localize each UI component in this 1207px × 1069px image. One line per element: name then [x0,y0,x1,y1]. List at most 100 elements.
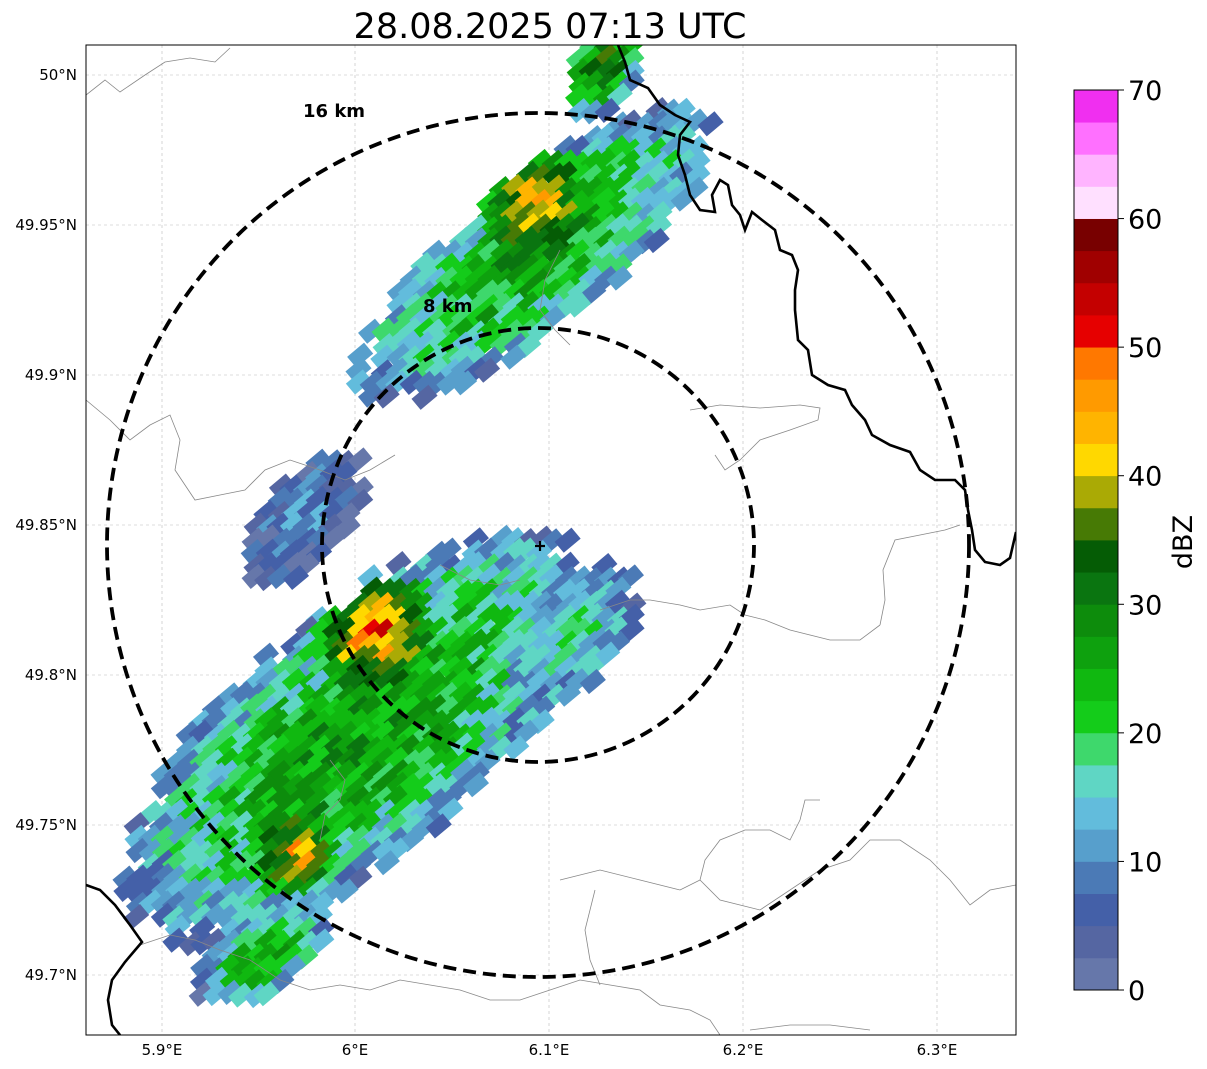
echo-cell [150,890,177,916]
border-line-east [616,45,1016,567]
colorbar-segment [1074,122,1118,155]
echo-cell [580,69,607,95]
echo-cell [308,928,335,954]
echo-cell [464,277,491,303]
echo-cell [151,838,179,864]
colorbar-segment [1074,861,1118,894]
echo-cell [280,889,307,915]
echo-cell [150,902,177,928]
echo-cell [345,357,372,383]
echo-cell [501,173,528,200]
echo-cell [229,680,256,706]
colorbar-segment [1074,797,1118,830]
echo-cell [568,590,595,616]
echo-cell [503,735,530,761]
colorbar-tick-label: 20 [1128,719,1162,750]
boundary-line [699,799,820,881]
echo-cell [384,329,411,355]
map-frame [85,44,1017,1036]
echo-cell [240,539,267,565]
colorbar-segment [1074,636,1118,669]
echo-cell [230,955,257,981]
colorbar-segment [1074,604,1118,637]
echo-cell [190,953,217,979]
colorbar-segment [1074,443,1118,477]
echo-cell [371,317,398,343]
echo-cell [372,603,399,629]
colorbar-tick-label: 10 [1128,847,1162,878]
boundary-line [439,564,521,586]
echo-cell [529,525,556,551]
echo-cell [359,370,386,396]
y-tick-label: 50°N [39,66,77,84]
echo-cell [476,628,504,654]
echo-cell [255,524,282,550]
echo-cell [346,824,373,850]
colorbar-segment [1074,186,1118,219]
colorbar-segment [1074,829,1118,862]
echo-cell [188,903,215,929]
echo-cell [450,758,477,784]
echo-cell [425,550,452,577]
echo-cell [138,838,165,864]
echo-cell [190,824,217,850]
x-tick-label: 6°E [342,1041,369,1059]
range-ring-8km [320,326,756,764]
echo-cell [500,344,527,370]
y-tick-label: 49.95°N [15,216,77,234]
echo-cell [150,774,177,800]
echo-cell [645,97,672,123]
echo-cell [594,45,621,70]
echo-cell [399,589,427,615]
echo-cell [565,83,592,109]
echo-cell [529,590,556,616]
colorbar-tick-label: 0 [1128,976,1145,1007]
echo-cell [502,292,529,318]
echo-cell [268,473,296,499]
echo-cell [295,615,322,641]
echo-cell [371,837,399,863]
echo-cell [360,760,387,786]
echo-cell [358,318,385,344]
echo-cell [604,589,632,615]
echo-cell [411,745,438,771]
echo-cell [124,824,151,851]
colorbar-segment [1074,347,1118,380]
echo-cell [501,615,528,641]
echo-cell [542,174,569,200]
echo-cell [579,176,607,202]
echo-cell [112,865,139,891]
echo-cell [125,837,152,864]
echo-cell [266,564,293,590]
colorbar-segments [1074,90,1118,991]
echo-cell [643,227,670,254]
x-axis-ticks: 5.9°E 6°E 6.1°E 6.2°E 6.3°E [142,1041,958,1059]
echo-cell [241,527,268,553]
echo-cell [451,370,478,396]
echo-cell [370,344,397,370]
boundary-line [86,47,231,96]
echo-cell [163,774,190,801]
boundary-line [599,599,881,641]
echo-cell [334,485,361,511]
y-tick-label: 49.7°N [25,966,77,984]
echo-cell [253,981,280,1007]
echo-cell [503,278,530,304]
echo-cell [319,459,346,485]
x-tick-label: 5.9°E [142,1041,183,1059]
colorbar-segment [1074,572,1118,605]
echo-cell [165,876,192,902]
echo-cell [565,212,592,238]
echo-cell [230,746,257,772]
echo-cell [592,628,619,654]
range-rings [105,111,971,979]
colorbar-tick-label: 30 [1128,590,1162,621]
colorbar-segment [1074,154,1118,187]
echo-cell [201,927,228,954]
echo-cell [425,813,452,839]
echo-cell [411,384,438,410]
echo-cell [357,382,385,408]
echo-cell [462,527,489,553]
echo-cell [320,525,347,551]
